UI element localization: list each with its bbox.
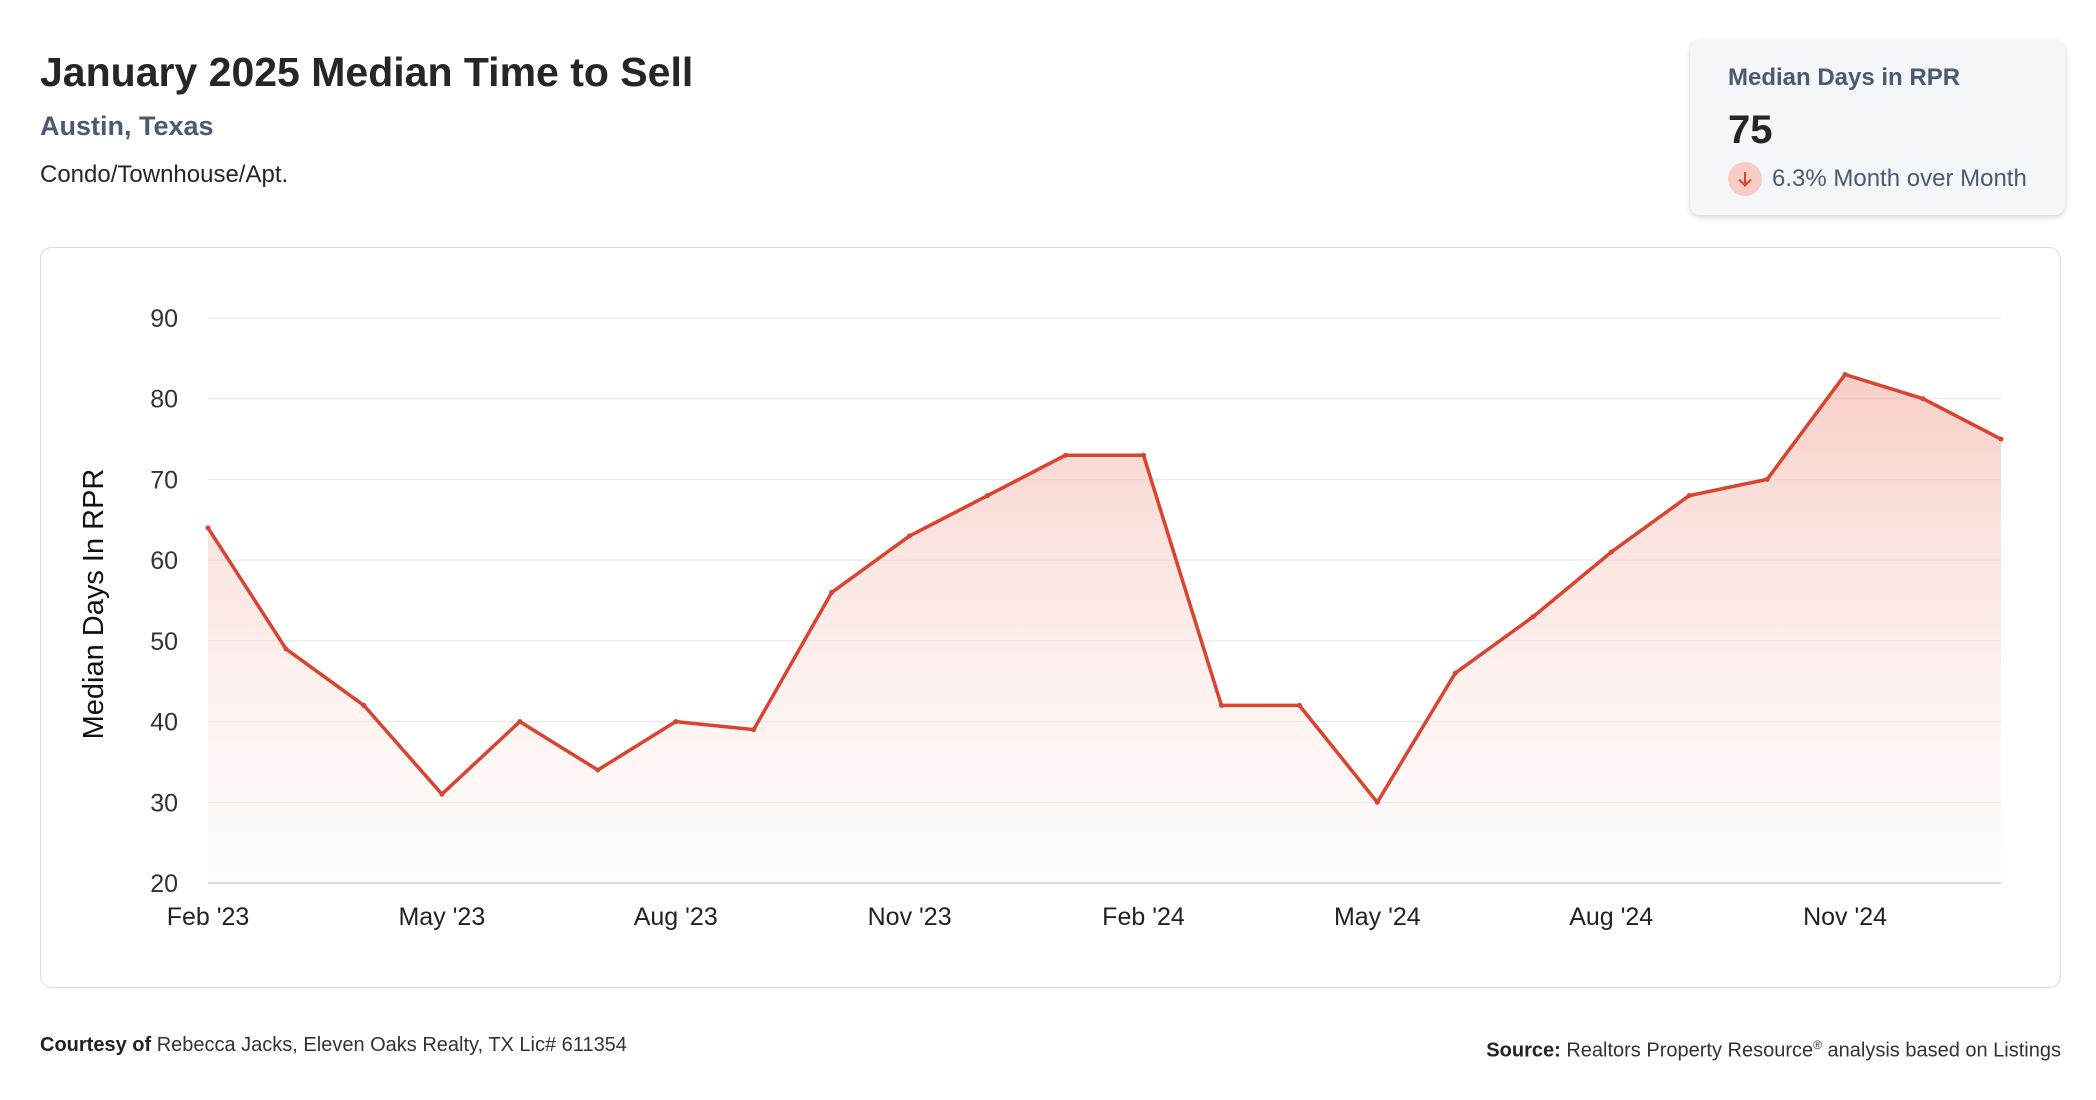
x-tick-label: Aug '23 (634, 903, 718, 931)
property-type-label: Condo/Townhouse/Apt. (40, 161, 289, 188)
data-point (1452, 670, 1458, 676)
series-line (206, 372, 2002, 805)
data-point (907, 533, 913, 539)
data-point (1063, 452, 1069, 458)
y-tick-label: 90 (150, 305, 178, 333)
arrow-down-icon (1728, 162, 1762, 196)
source-text-2: analysis based on Listings (1827, 1039, 2061, 1062)
registered-mark: ® (1813, 1038, 1822, 1052)
data-point (283, 646, 289, 652)
y-tick-label: 30 (150, 789, 178, 817)
data-point (1998, 436, 2004, 442)
x-tick-label: Feb '23 (167, 903, 250, 931)
data-point (205, 525, 211, 531)
y-axis-label: Median Days In RPR (78, 469, 110, 740)
courtesy-footer: Courtesy of Rebecca Jacks, Eleven Oaks R… (40, 1032, 627, 1058)
y-tick-label: 80 (150, 386, 178, 414)
median-days-stat-card: Median Days in RPR 75 6.3% Month over Mo… (1690, 40, 2065, 215)
y-tick-label: 60 (150, 547, 178, 575)
page-title: January 2025 Median Time to Sell (40, 49, 694, 95)
x-tick-label: Aug '24 (1569, 903, 1653, 931)
y-tick-label: 70 (150, 466, 178, 494)
data-point (1764, 476, 1770, 482)
data-point (1530, 614, 1536, 620)
courtesy-label: Courtesy of (40, 1034, 152, 1056)
data-point (1374, 799, 1380, 805)
data-point (1140, 452, 1146, 458)
courtesy-text: Rebecca Jacks, Eleven Oaks Realty, TX Li… (156, 1034, 627, 1056)
y-tick-label: 50 (150, 628, 178, 656)
stat-value: 75 (1728, 108, 1773, 152)
x-tick-label: May '24 (1334, 903, 1421, 931)
stat-change-text: 6.3% Month over Month (1772, 165, 2027, 192)
data-point (1296, 702, 1302, 708)
x-tick-label: Nov '23 (868, 903, 952, 931)
data-point (1842, 372, 1848, 377)
source-text-1: Realtors Property Resource (1566, 1039, 1814, 1062)
data-point (1608, 549, 1614, 555)
data-point (985, 493, 991, 499)
data-point (595, 767, 601, 773)
y-tick-label: 40 (150, 709, 178, 737)
source-footer: Source: Realtors Property Resource® anal… (1486, 1032, 2061, 1064)
data-point (1920, 396, 1926, 402)
x-tick-label: Nov '24 (1803, 903, 1887, 931)
data-point (517, 719, 523, 725)
source-label: Source: (1486, 1039, 1561, 1062)
median-days-line-chart: 20 30 40 50 60 70 80 90 Feb '23 May '23 Aug '23 No… (78, 305, 2004, 931)
data-point (1218, 702, 1224, 708)
stat-change: 6.3% Month over Month (1728, 162, 2027, 196)
data-point (673, 719, 679, 725)
chart-container: 20 30 40 50 60 70 80 90 Feb '23 May '23 Aug '23 No… (40, 247, 2061, 988)
stat-label: Median Days in RPR (1728, 64, 1961, 91)
data-point (829, 589, 835, 595)
location-subtitle: Austin, Texas (40, 111, 214, 141)
data-point (751, 727, 757, 733)
y-tick-label: 20 (150, 870, 178, 898)
data-point (439, 791, 445, 797)
x-tick-label: Feb '24 (1102, 903, 1185, 931)
data-point (361, 702, 367, 708)
data-point (1686, 493, 1692, 499)
report-header: January 2025 Median Time to Sell Austin,… (40, 44, 693, 190)
series-area-fill (208, 374, 2001, 883)
x-tick-label: May '23 (398, 903, 485, 931)
